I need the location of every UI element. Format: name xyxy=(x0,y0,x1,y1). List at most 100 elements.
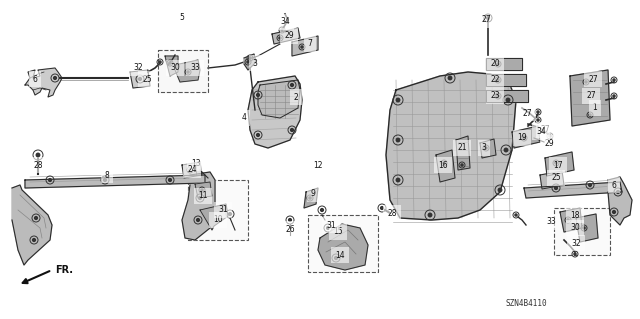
Polygon shape xyxy=(540,171,564,189)
Circle shape xyxy=(555,162,557,164)
Circle shape xyxy=(168,179,172,182)
Polygon shape xyxy=(248,76,302,148)
Circle shape xyxy=(35,217,37,219)
Text: 27: 27 xyxy=(586,92,596,100)
Circle shape xyxy=(381,207,383,209)
Bar xyxy=(308,215,378,272)
Text: 34: 34 xyxy=(280,18,290,26)
Text: 21: 21 xyxy=(457,144,467,152)
Text: 30: 30 xyxy=(170,63,180,72)
Circle shape xyxy=(249,57,251,59)
Text: 27: 27 xyxy=(481,16,491,25)
Text: 10: 10 xyxy=(213,216,223,225)
Text: 27: 27 xyxy=(540,125,550,135)
Polygon shape xyxy=(436,150,455,182)
Polygon shape xyxy=(524,182,622,198)
Text: 25: 25 xyxy=(551,174,561,182)
Text: 12: 12 xyxy=(313,160,323,169)
Circle shape xyxy=(335,256,337,259)
Text: 6: 6 xyxy=(33,75,37,84)
Circle shape xyxy=(616,190,620,193)
Polygon shape xyxy=(545,152,574,176)
Polygon shape xyxy=(456,136,470,170)
Polygon shape xyxy=(486,58,522,70)
Polygon shape xyxy=(12,185,52,265)
Polygon shape xyxy=(195,182,212,198)
Polygon shape xyxy=(386,72,516,220)
Circle shape xyxy=(497,79,499,81)
Text: 13: 13 xyxy=(191,159,201,167)
Circle shape xyxy=(497,63,499,65)
Text: SZN4B4110: SZN4B4110 xyxy=(505,299,547,308)
Circle shape xyxy=(139,78,141,80)
Circle shape xyxy=(169,62,171,64)
Polygon shape xyxy=(182,162,202,178)
Circle shape xyxy=(523,137,525,139)
Text: 33: 33 xyxy=(190,63,200,72)
Circle shape xyxy=(613,95,615,97)
Circle shape xyxy=(189,169,191,171)
Circle shape xyxy=(247,61,249,63)
Text: 18: 18 xyxy=(570,211,580,219)
Polygon shape xyxy=(258,80,300,118)
Polygon shape xyxy=(200,204,228,230)
Text: 1: 1 xyxy=(593,103,597,113)
Circle shape xyxy=(589,184,591,186)
Text: 15: 15 xyxy=(333,227,343,236)
Text: 25: 25 xyxy=(142,75,152,84)
Polygon shape xyxy=(486,74,526,86)
Text: 6: 6 xyxy=(612,181,616,189)
Circle shape xyxy=(461,164,463,166)
Circle shape xyxy=(537,119,539,121)
Circle shape xyxy=(159,61,161,63)
Polygon shape xyxy=(182,172,215,240)
Text: 26: 26 xyxy=(285,225,295,234)
Circle shape xyxy=(428,213,432,217)
Polygon shape xyxy=(244,54,256,70)
Text: 2: 2 xyxy=(294,93,298,101)
Text: 22: 22 xyxy=(490,76,500,85)
Circle shape xyxy=(201,189,203,191)
Circle shape xyxy=(49,179,51,182)
Text: 20: 20 xyxy=(490,60,500,69)
Circle shape xyxy=(196,219,200,221)
Circle shape xyxy=(443,162,445,164)
Circle shape xyxy=(281,29,283,31)
Text: 31: 31 xyxy=(326,220,336,229)
Polygon shape xyxy=(570,70,610,126)
Circle shape xyxy=(497,95,499,97)
Polygon shape xyxy=(272,28,300,44)
Text: 24: 24 xyxy=(187,166,197,174)
Circle shape xyxy=(309,197,311,199)
Text: 4: 4 xyxy=(241,114,246,122)
Circle shape xyxy=(613,79,615,81)
Text: 14: 14 xyxy=(335,250,345,259)
Text: 3: 3 xyxy=(253,58,257,68)
Text: 7: 7 xyxy=(308,40,312,48)
Circle shape xyxy=(187,71,189,73)
Circle shape xyxy=(326,226,330,229)
Bar xyxy=(188,180,248,240)
Circle shape xyxy=(291,129,293,131)
Text: FR.: FR. xyxy=(55,265,73,275)
Circle shape xyxy=(567,219,569,221)
Circle shape xyxy=(555,187,557,189)
Circle shape xyxy=(228,212,232,215)
Circle shape xyxy=(279,37,281,39)
Circle shape xyxy=(396,98,400,102)
Polygon shape xyxy=(165,56,178,76)
Text: 27: 27 xyxy=(522,108,532,117)
Text: 16: 16 xyxy=(438,160,448,169)
Polygon shape xyxy=(318,224,368,270)
Polygon shape xyxy=(175,60,200,82)
Text: 23: 23 xyxy=(490,92,500,100)
Text: 31: 31 xyxy=(218,205,228,214)
Circle shape xyxy=(583,227,585,229)
Polygon shape xyxy=(576,214,598,242)
Polygon shape xyxy=(512,126,540,148)
Circle shape xyxy=(291,84,293,86)
Text: 29: 29 xyxy=(544,138,554,147)
Polygon shape xyxy=(608,177,632,225)
Circle shape xyxy=(33,239,35,241)
Text: 8: 8 xyxy=(104,170,109,180)
